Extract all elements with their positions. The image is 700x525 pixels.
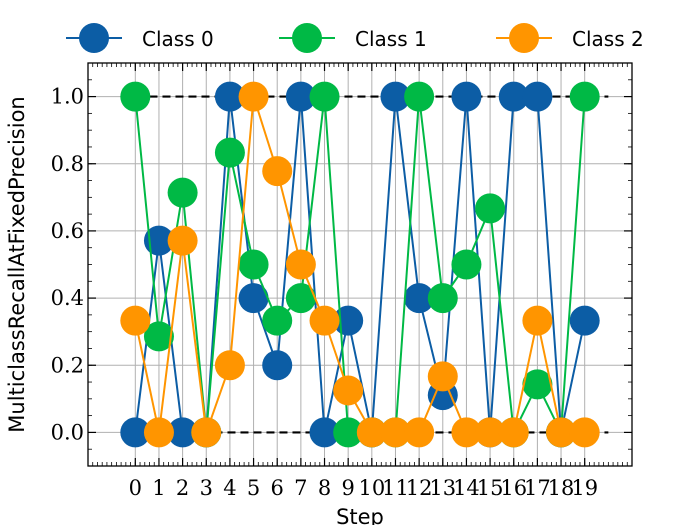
data-point bbox=[262, 156, 293, 187]
data-point bbox=[262, 305, 293, 336]
y-axis-label: MulticlassRecallAtFixedPrecision bbox=[5, 96, 29, 432]
data-point bbox=[451, 417, 482, 448]
data-point bbox=[285, 81, 316, 112]
x-tick-label: 14 bbox=[453, 476, 480, 500]
x-tick-label: 11 bbox=[382, 476, 409, 500]
data-point bbox=[356, 417, 387, 448]
x-tick-label: 0 bbox=[129, 476, 142, 500]
legend: Class 0 Class 1 Class 2 bbox=[66, 23, 644, 53]
x-tick-label: 4 bbox=[223, 476, 236, 500]
x-tick-label: 7 bbox=[294, 476, 307, 500]
data-point bbox=[546, 417, 577, 448]
x-tick-label: 6 bbox=[271, 476, 284, 500]
data-point bbox=[285, 249, 316, 280]
data-point bbox=[167, 225, 198, 256]
y-tick-label: 1.0 bbox=[51, 85, 84, 109]
x-tick-label: 10 bbox=[358, 476, 385, 500]
data-point bbox=[143, 417, 174, 448]
y-tick-label: 0.2 bbox=[51, 353, 84, 377]
data-point bbox=[262, 350, 293, 381]
legend-item-0: Class 0 bbox=[66, 23, 214, 53]
x-axis-label: Step bbox=[336, 505, 384, 525]
data-point bbox=[475, 417, 506, 448]
data-point bbox=[167, 417, 198, 448]
data-point bbox=[427, 361, 458, 392]
data-point bbox=[120, 417, 151, 448]
legend-item-1: Class 1 bbox=[279, 23, 427, 53]
data-point bbox=[451, 81, 482, 112]
x-tick-label: 2 bbox=[176, 476, 189, 500]
axis-ticks: 0 1 2 3 4 5 6 7 8 9 101112131415161718190.00.20.40… bbox=[51, 62, 633, 500]
data-point bbox=[498, 417, 529, 448]
data-point bbox=[404, 283, 435, 314]
series-2 bbox=[120, 81, 600, 448]
data-point bbox=[309, 305, 340, 336]
x-tick-label: 15 bbox=[477, 476, 504, 500]
data-point bbox=[522, 305, 553, 336]
data-point bbox=[569, 305, 600, 336]
legend-marker bbox=[79, 23, 109, 53]
legend-label: Class 0 bbox=[142, 27, 214, 51]
data-point bbox=[191, 417, 222, 448]
x-tick-label: 17 bbox=[524, 476, 551, 500]
data-point bbox=[404, 81, 435, 112]
legend-item-2: Class 2 bbox=[496, 23, 644, 53]
data-point bbox=[285, 283, 316, 314]
data-point bbox=[380, 81, 411, 112]
x-tick-label: 12 bbox=[406, 476, 433, 500]
data-point bbox=[309, 417, 340, 448]
grid bbox=[88, 63, 632, 466]
data-point bbox=[143, 321, 174, 352]
data-point bbox=[238, 283, 269, 314]
data-point bbox=[214, 350, 245, 381]
legend-marker bbox=[292, 23, 322, 53]
series-layer bbox=[120, 81, 600, 448]
data-point bbox=[380, 417, 411, 448]
data-point bbox=[238, 81, 269, 112]
x-tick-label: 1 bbox=[152, 476, 165, 500]
data-point bbox=[143, 225, 174, 256]
y-tick-label: 0.4 bbox=[51, 286, 84, 310]
data-point bbox=[309, 81, 340, 112]
data-point bbox=[569, 417, 600, 448]
data-point bbox=[427, 283, 458, 314]
data-point bbox=[120, 305, 151, 336]
data-point bbox=[214, 137, 245, 168]
plot-frame bbox=[87, 62, 633, 467]
data-point bbox=[498, 81, 529, 112]
x-tick-label: 18 bbox=[548, 476, 575, 500]
data-point bbox=[569, 81, 600, 112]
data-point bbox=[238, 249, 269, 280]
x-tick-label: 8 bbox=[318, 476, 331, 500]
x-tick-label: 5 bbox=[247, 476, 260, 500]
y-tick-label: 0.8 bbox=[51, 152, 84, 176]
legend-label: Class 1 bbox=[355, 27, 427, 51]
x-tick-label: 13 bbox=[429, 476, 456, 500]
data-point bbox=[404, 417, 435, 448]
data-point bbox=[333, 417, 364, 448]
data-point bbox=[333, 375, 364, 406]
y-tick-label: 0.0 bbox=[51, 420, 84, 444]
y-tick-label: 0.6 bbox=[51, 219, 84, 243]
legend-label: Class 2 bbox=[572, 27, 644, 51]
data-point bbox=[167, 177, 198, 208]
data-point bbox=[451, 249, 482, 280]
data-point bbox=[522, 81, 553, 112]
x-tick-label: 3 bbox=[200, 476, 213, 500]
x-tick-label: 9 bbox=[341, 476, 354, 500]
legend-marker bbox=[509, 23, 539, 53]
data-point bbox=[522, 369, 553, 400]
x-tick-label: 16 bbox=[500, 476, 527, 500]
data-point bbox=[214, 81, 245, 112]
data-point bbox=[120, 81, 151, 112]
x-tick-label: 19 bbox=[571, 476, 598, 500]
data-point bbox=[475, 193, 506, 224]
